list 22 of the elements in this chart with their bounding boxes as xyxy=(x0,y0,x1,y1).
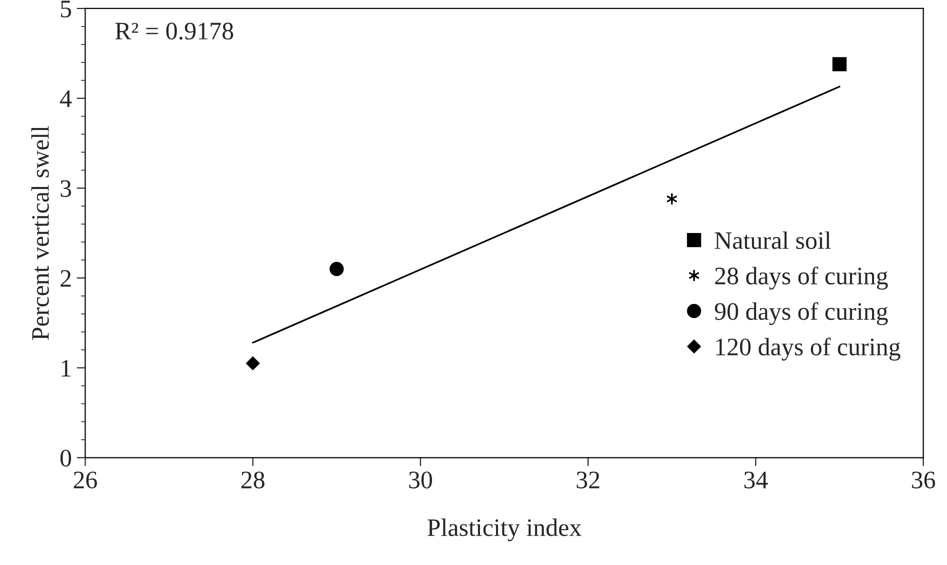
y-tick-label: 2 xyxy=(60,270,71,287)
annotation: R² = 0.9178 xyxy=(115,22,234,40)
legend-label: 120 days of curing xyxy=(716,338,900,361)
x-tick-label: 34 xyxy=(744,472,768,488)
y-tick-label: 3 xyxy=(60,180,72,198)
x-tick-label: 30 xyxy=(409,472,432,488)
x-tick-label: 36 xyxy=(912,472,936,488)
x-tick-label: 28 xyxy=(241,472,264,488)
y-tick-label: 4 xyxy=(60,90,72,107)
x-tick-label: 26 xyxy=(74,472,97,488)
legend-label: 90 days of curing xyxy=(714,302,888,326)
y-tick-label: 0 xyxy=(60,450,72,467)
point xyxy=(330,262,344,276)
y-tick-label: 1 xyxy=(62,360,71,376)
x-axis-title: Plasticity index xyxy=(428,518,582,542)
x-tick-label: 32 xyxy=(576,472,600,488)
y-tick-label: 5 xyxy=(60,0,72,18)
point xyxy=(832,57,847,72)
legend-label: Natural soil xyxy=(714,231,831,250)
point xyxy=(246,356,260,370)
y-axis-title: Percent vertical swell xyxy=(31,126,49,340)
legend-label: 28 days of curing xyxy=(715,266,888,290)
